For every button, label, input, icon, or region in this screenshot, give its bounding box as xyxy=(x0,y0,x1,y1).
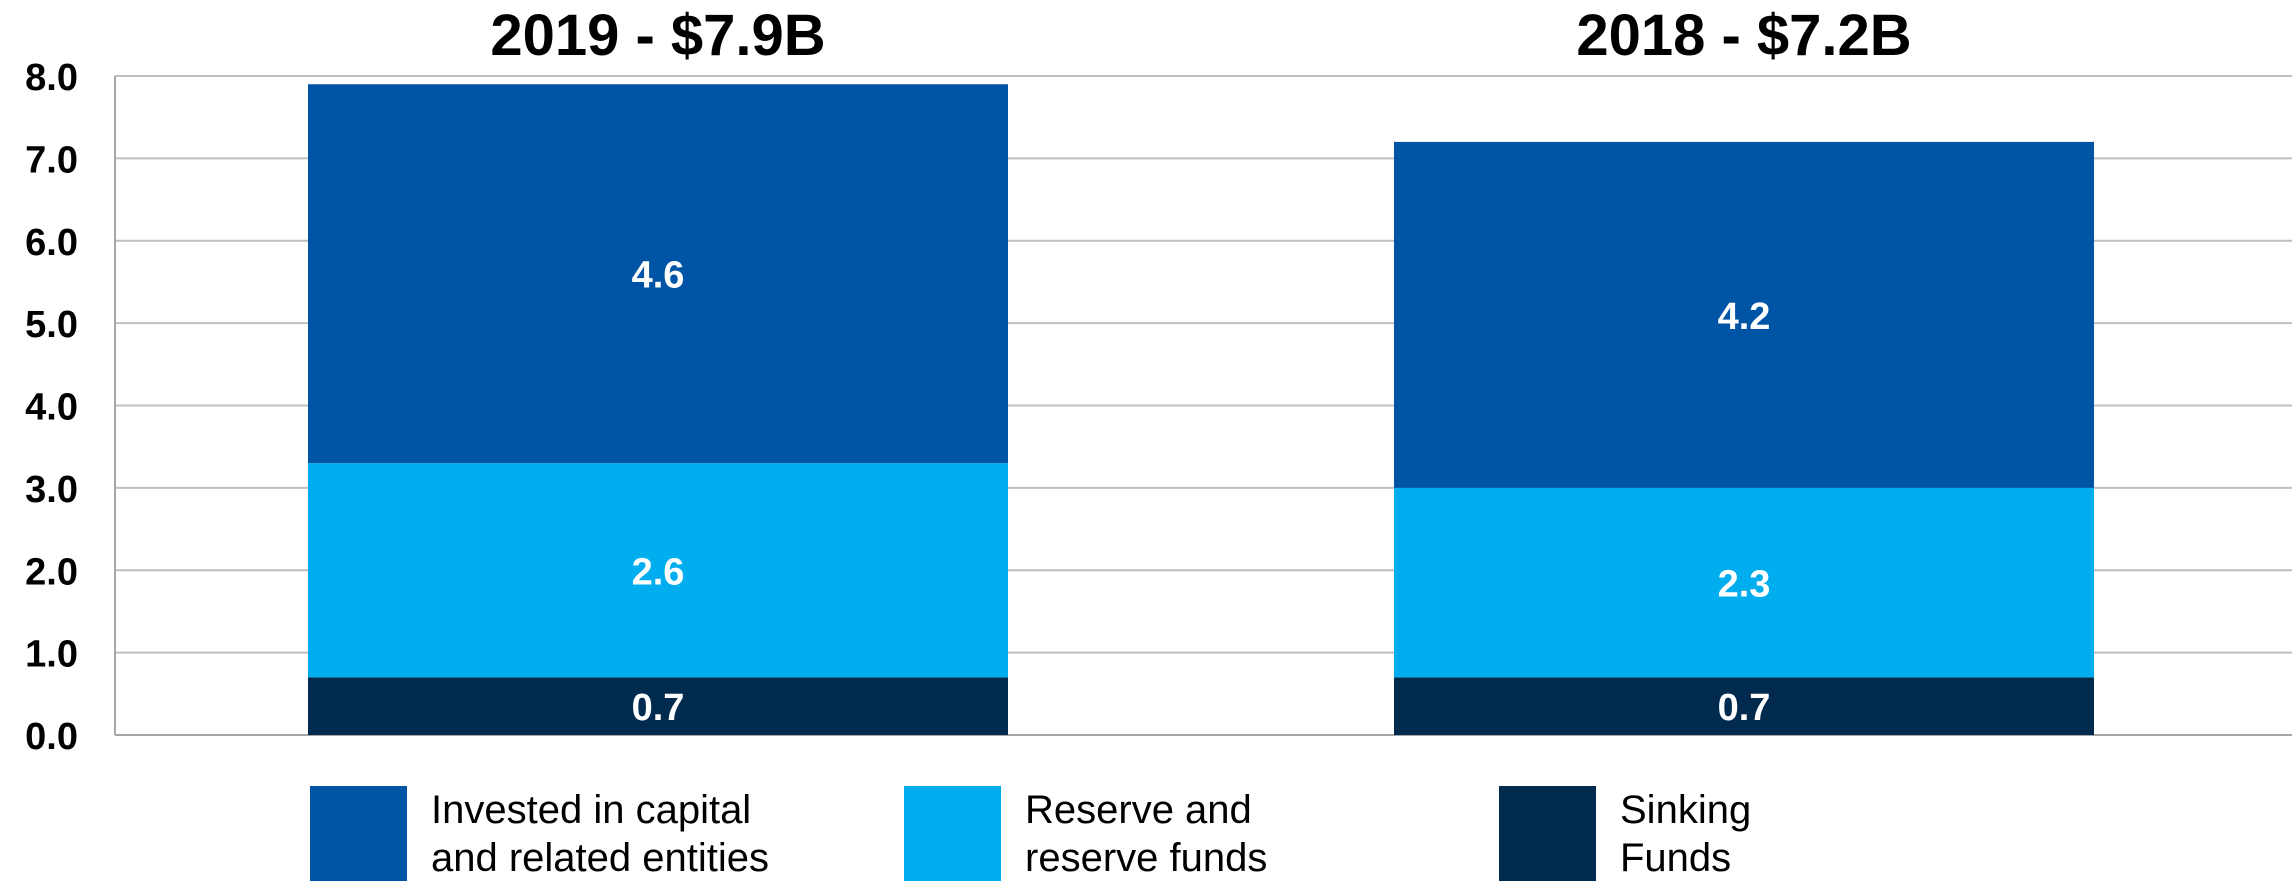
bar-category-title: 2018 - $7.2B xyxy=(1576,3,1911,68)
bar-segment xyxy=(308,84,1008,464)
data-label: 0.7 xyxy=(1718,687,1771,729)
data-label: 2.3 xyxy=(1718,564,1771,606)
y-tick-label: 5.0 xyxy=(25,304,78,346)
legend-swatch xyxy=(310,786,407,881)
y-tick-label: 6.0 xyxy=(25,222,78,264)
bar-titles: 2019 - $7.9B 2018 - $7.2B xyxy=(490,3,1911,68)
bar-segment xyxy=(1394,487,2094,678)
data-label: 4.2 xyxy=(1718,296,1771,338)
legend-item-invested: Invested in capital and related entities xyxy=(310,786,769,882)
bar-segment xyxy=(308,677,1008,735)
legend-label: Reserve and reserve funds xyxy=(1025,788,1268,880)
y-tick-label: 3.0 xyxy=(25,469,78,511)
legend-label: Sinking Funds xyxy=(1620,788,1752,880)
legend-label: Invested in capital and related entities xyxy=(431,788,770,880)
legend-item-reserve: Reserve and reserve funds xyxy=(904,786,1267,882)
bar-segment xyxy=(308,463,1008,678)
data-label: 2.6 xyxy=(632,551,685,593)
data-label: 4.6 xyxy=(632,255,685,297)
y-tick-label: 0.0 xyxy=(25,716,78,758)
data-labels: 0.7 2.6 4.6 0.7 2.3 4.2 xyxy=(632,255,1771,729)
y-tick-label: 4.0 xyxy=(25,387,78,429)
y-tick-label: 1.0 xyxy=(25,634,78,676)
data-label: 0.7 xyxy=(632,687,685,729)
legend-item-sinking: Sinking Funds xyxy=(1499,786,1751,882)
bars xyxy=(308,84,2094,735)
legend-swatch xyxy=(1499,786,1596,881)
y-axis: 0.0 1.0 2.0 3.0 4.0 5.0 6.0 7.0 8.0 xyxy=(25,57,2292,758)
legend-swatch xyxy=(904,786,1001,881)
y-tick-label: 7.0 xyxy=(25,139,78,181)
bar-category-title: 2019 - $7.9B xyxy=(490,3,825,68)
y-tick-label: 2.0 xyxy=(25,551,78,593)
bar-segment xyxy=(1394,141,2094,488)
bar-segment xyxy=(1394,677,2094,735)
y-tick-label: 8.0 xyxy=(25,57,78,99)
